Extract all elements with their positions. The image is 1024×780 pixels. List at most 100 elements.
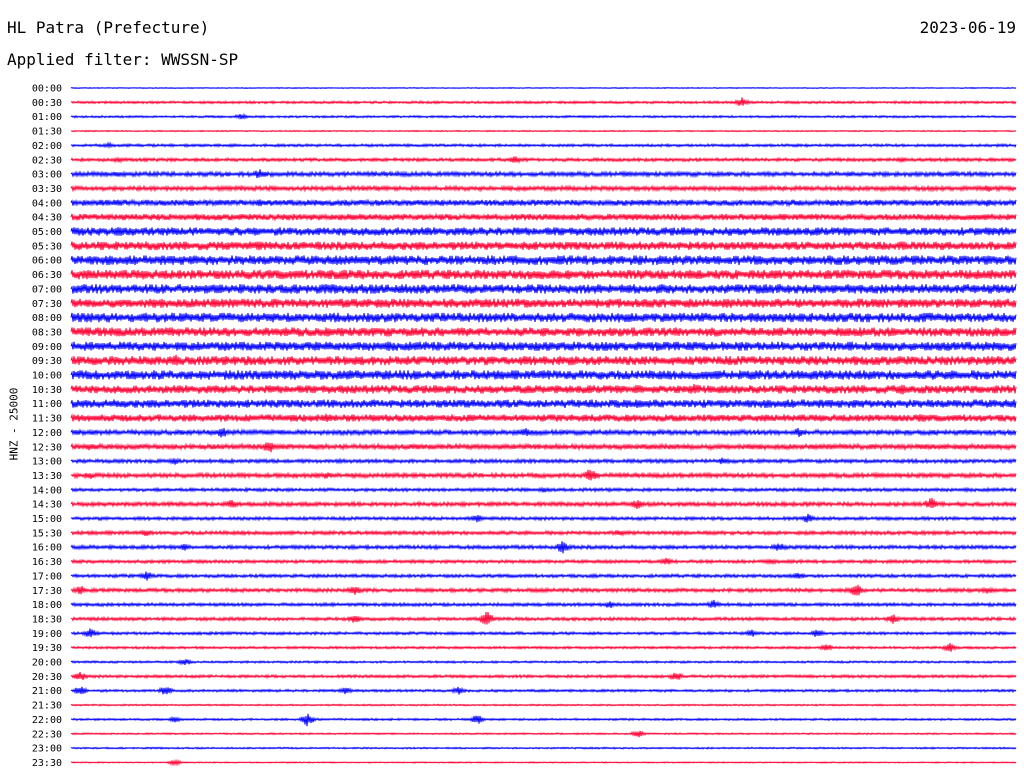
time-label: 15:30 (32, 528, 62, 539)
trace-1900 (70, 628, 1017, 638)
time-label: 13:30 (32, 471, 62, 482)
time-label: 11:30 (32, 414, 62, 425)
trace-1830 (70, 611, 1017, 625)
station-title: HL Patra (Prefecture) (7, 18, 210, 37)
trace-2300 (70, 746, 1017, 750)
time-label: 09:30 (32, 356, 62, 367)
trace-2000 (70, 659, 1017, 666)
time-label: 23:00 (32, 744, 62, 755)
trace-0130 (70, 129, 1017, 133)
time-label: 20:00 (32, 658, 62, 669)
trace-1600 (70, 541, 1017, 554)
trace-1000 (70, 370, 1017, 380)
trace-0930 (70, 354, 1017, 366)
trace-1030 (70, 384, 1017, 395)
time-label: 12:30 (32, 442, 62, 453)
time-label: 17:30 (32, 586, 62, 597)
filter-label: Applied filter: WWSSN-SP (7, 50, 239, 69)
trace-0100 (70, 112, 1017, 120)
time-label: 21:00 (32, 686, 62, 697)
time-label: 06:30 (32, 270, 62, 281)
trace-1230 (70, 442, 1017, 453)
time-label: 20:30 (32, 672, 62, 683)
time-label: 01:30 (32, 127, 62, 138)
time-label: 03:00 (32, 170, 62, 181)
trace-1330 (70, 469, 1017, 481)
time-label: 19:00 (32, 629, 62, 640)
time-label: 03:30 (32, 184, 62, 195)
time-label: 19:30 (32, 643, 62, 654)
trace-0000 (70, 86, 1017, 90)
time-label: 15:00 (32, 514, 62, 525)
time-label: 08:00 (32, 313, 62, 324)
date-label: 2023-06-19 (919, 18, 1016, 37)
trace-1200 (70, 427, 1017, 438)
trace-2100 (70, 686, 1017, 695)
trace-2130 (70, 703, 1017, 707)
time-label: 06:00 (32, 256, 62, 267)
trace-0030 (70, 97, 1017, 106)
time-label: 17:00 (32, 571, 62, 582)
time-label: 12:00 (32, 428, 62, 439)
time-label: 18:30 (32, 614, 62, 625)
trace-2230 (70, 730, 1017, 738)
trace-1130 (70, 413, 1017, 423)
time-label: 13:00 (32, 457, 62, 468)
trace-0730 (70, 298, 1017, 308)
time-label: 10:00 (32, 371, 62, 382)
trace-0200 (70, 141, 1017, 149)
time-label: 01:00 (32, 112, 62, 123)
time-label: 21:30 (32, 701, 62, 712)
time-label: 10:30 (32, 385, 62, 396)
trace-0630 (70, 269, 1017, 280)
trace-1630 (70, 557, 1017, 566)
time-label: 14:30 (32, 500, 62, 511)
trace-0500 (70, 227, 1017, 236)
time-label: 07:00 (32, 284, 62, 295)
trace-1500 (70, 513, 1017, 523)
trace-0830 (70, 327, 1017, 337)
trace-1530 (70, 528, 1017, 537)
time-label: 23:30 (32, 758, 62, 769)
trace-0900 (70, 341, 1017, 351)
time-label: 22:30 (32, 729, 62, 740)
trace-2200 (70, 713, 1017, 727)
trace-1930 (70, 643, 1017, 652)
time-label: 16:30 (32, 557, 62, 568)
time-label: 11:00 (32, 399, 62, 410)
trace-0700 (70, 284, 1017, 294)
trace-1730 (70, 584, 1017, 596)
time-label: 07:30 (32, 299, 62, 310)
time-label: 14:00 (32, 485, 62, 496)
trace-1800 (70, 599, 1017, 609)
trace-group (70, 86, 1017, 767)
time-label: 00:30 (32, 98, 62, 109)
time-label: 16:00 (32, 543, 62, 554)
trace-1400 (70, 486, 1017, 494)
time-label: 02:00 (32, 141, 62, 152)
trace-0600 (70, 255, 1017, 266)
time-label-group: 00:00 00:30 01:00 01:30 02:00 02:30 03:00 03:30… (32, 84, 62, 769)
time-label: 08:30 (32, 327, 62, 338)
trace-1300 (70, 457, 1017, 465)
time-label: 05:00 (32, 227, 62, 238)
trace-0530 (70, 241, 1017, 251)
time-label: 18:00 (32, 600, 62, 611)
trace-2030 (70, 671, 1017, 681)
time-label: 09:00 (32, 342, 62, 353)
time-label: 00:00 (32, 84, 62, 95)
trace-1700 (70, 571, 1017, 581)
trace-0230 (70, 156, 1017, 164)
trace-0800 (70, 312, 1017, 323)
time-label: 04:30 (32, 213, 62, 224)
trace-2330 (70, 758, 1017, 767)
time-label: 22:00 (32, 715, 62, 726)
time-label: 05:30 (32, 241, 62, 252)
trace-1100 (70, 399, 1017, 408)
trace-0330 (70, 184, 1017, 193)
trace-0300 (70, 169, 1017, 179)
time-label: 04:00 (32, 198, 62, 209)
trace-0430 (70, 212, 1017, 222)
time-label: 02:30 (32, 155, 62, 166)
